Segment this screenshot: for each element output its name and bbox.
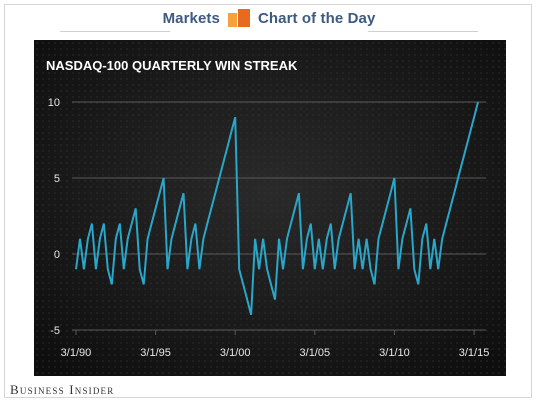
x-tick-label: 3/1/15 — [459, 347, 490, 359]
section-label-chart-of-the-day[interactable]: Chart of the Day — [257, 9, 376, 27]
chart-of-the-day-logo-icon — [227, 9, 250, 27]
y-axis: -5 0 5 10 — [48, 97, 60, 337]
brand-footer: Business Insider — [10, 382, 115, 397]
y-tick-label: 10 — [48, 97, 60, 109]
x-tick-label: 3/1/00 — [220, 347, 251, 359]
x-tick-label: 3/1/05 — [300, 347, 331, 359]
chart-header: Markets Chart of the Day — [0, 6, 538, 30]
chart-panel: NASDAQ-100 QUARTERLY WIN STREAK -5 0 5 10 3… — [34, 40, 506, 376]
y-tick-label: 0 — [54, 249, 60, 261]
x-tick-label: 3/1/95 — [140, 347, 171, 359]
section-label-markets[interactable]: Markets — [162, 9, 220, 27]
chart-texture — [34, 40, 506, 376]
chart-title: NASDAQ-100 QUARTERLY WIN STREAK — [46, 58, 298, 73]
x-tick-label: 3/1/90 — [61, 347, 92, 359]
x-tick-label: 3/1/10 — [379, 347, 410, 359]
series-layer — [75, 101, 479, 316]
x-axis: 3/1/90 3/1/95 3/1/00 3/1/05 3/1/10 3/1/15 — [61, 330, 490, 359]
series-line — [75, 101, 479, 316]
header-rule-left — [60, 31, 170, 32]
line-chart: NASDAQ-100 QUARTERLY WIN STREAK -5 0 5 10 3… — [34, 40, 506, 376]
y-tick-label: -5 — [50, 325, 60, 337]
y-tick-label: 5 — [54, 173, 60, 185]
header-rule-right — [368, 31, 478, 32]
